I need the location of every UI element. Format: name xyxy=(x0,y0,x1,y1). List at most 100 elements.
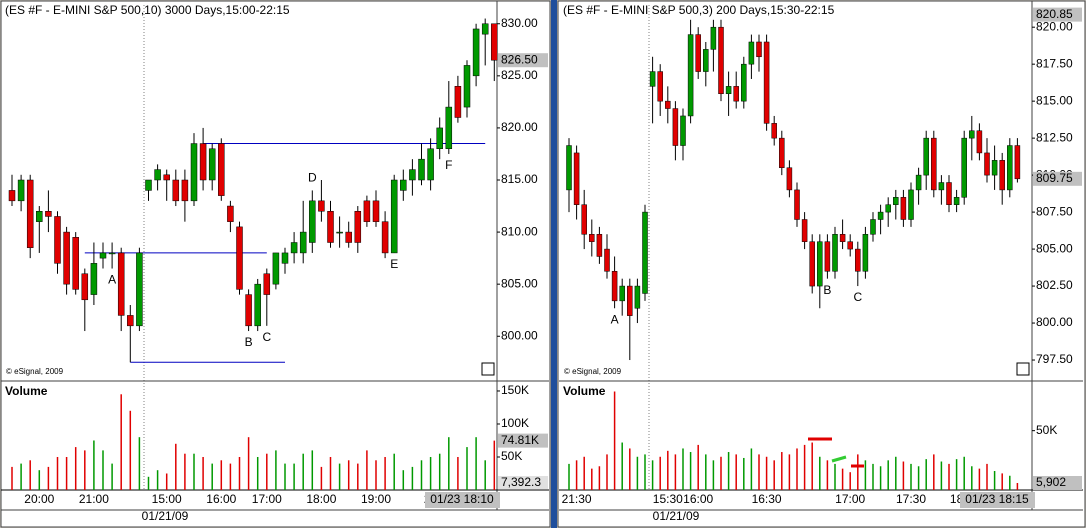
annotation: A xyxy=(611,312,619,326)
annotation: D xyxy=(308,171,317,185)
last-volume-box xyxy=(1033,475,1082,490)
chart-title: (ES #F - E-MINI S&P 500,10) 3000 Days,15… xyxy=(5,3,290,17)
volume-bar xyxy=(803,444,806,490)
candle-body xyxy=(885,204,891,213)
y-tick-label: 805.00 xyxy=(1036,241,1073,255)
volume-bar xyxy=(320,466,323,490)
candle-body xyxy=(390,179,398,254)
y-tick-label: 100K xyxy=(501,416,529,430)
volume-bar xyxy=(38,470,41,490)
candle-body xyxy=(227,205,234,222)
candle-body xyxy=(208,148,216,181)
volume-bar xyxy=(129,410,132,490)
volume-bar xyxy=(302,453,304,490)
candle-body xyxy=(870,219,876,235)
candle-body xyxy=(938,182,945,191)
expand-icon xyxy=(481,362,495,376)
cursor-label: 01/23 18:10 xyxy=(430,492,494,506)
volume-bar xyxy=(475,437,477,490)
candle-body xyxy=(418,158,425,181)
candle-body xyxy=(318,200,325,212)
volume-bar xyxy=(147,476,150,490)
annotation: E xyxy=(390,257,398,271)
y-tick-label: 150K xyxy=(501,383,529,397)
candle-body xyxy=(354,211,362,243)
candle-body xyxy=(566,145,572,191)
x-tick-label: 21:30 xyxy=(562,492,592,506)
expand-icon xyxy=(1016,362,1030,376)
candle-body xyxy=(931,137,937,191)
candle-body xyxy=(154,169,161,181)
y-tick-label: 830.00 xyxy=(501,16,538,30)
volume-bar xyxy=(636,456,639,490)
volume-bar xyxy=(29,460,31,490)
volume-bar xyxy=(659,456,661,490)
candle-body xyxy=(771,123,777,139)
candle-body xyxy=(915,174,922,191)
last-volume-box xyxy=(498,433,548,448)
y-tick-label: 815.00 xyxy=(1036,93,1073,107)
volume-bar xyxy=(591,468,593,490)
date-label: 01/21/09 xyxy=(653,509,700,523)
y-tick-label: 810.00 xyxy=(501,224,538,238)
volume-bar xyxy=(963,456,965,490)
candle-body xyxy=(824,241,831,272)
x-tick-label: 17:00 xyxy=(252,492,282,506)
candle-body xyxy=(26,179,34,248)
candle-body xyxy=(345,231,352,243)
volume-bar xyxy=(293,463,295,490)
candle-body xyxy=(127,315,134,327)
volume-bar xyxy=(338,463,341,490)
volume-bar xyxy=(1001,473,1003,490)
volume-bar xyxy=(438,453,441,490)
x-tick-label: 20:00 xyxy=(24,492,54,506)
volume-bar xyxy=(834,463,836,490)
volume-bar xyxy=(275,450,277,490)
volume-bar xyxy=(682,448,684,490)
candle-body xyxy=(409,169,416,181)
volume-bar xyxy=(329,456,332,490)
candle-body xyxy=(472,28,480,77)
candle-body xyxy=(984,152,990,176)
candle-body xyxy=(145,179,152,191)
candle-body xyxy=(63,231,70,285)
volume-bar xyxy=(978,468,981,490)
candle-body xyxy=(725,86,732,95)
candle-body xyxy=(710,26,717,50)
volume-bar xyxy=(420,460,423,490)
candle-body xyxy=(290,242,298,254)
volume-bar xyxy=(720,456,722,490)
y-tick-label: 812.50 xyxy=(1036,130,1073,144)
x-tick-label: 15:30 xyxy=(653,492,683,506)
candle-body xyxy=(703,49,709,72)
volume-bar xyxy=(727,452,730,490)
volume-bar xyxy=(910,463,912,490)
candle-body xyxy=(81,273,89,301)
volume-bar xyxy=(895,456,897,490)
candle-body xyxy=(299,231,307,254)
volume-bar xyxy=(93,440,95,490)
volume-bar xyxy=(568,463,570,490)
volume-title: Volume xyxy=(5,384,48,398)
volume-bar xyxy=(629,448,631,490)
volume-bar xyxy=(393,453,395,490)
candle-body xyxy=(604,248,610,272)
volume-bar xyxy=(156,470,159,490)
volume-bar xyxy=(621,442,623,490)
candle-body xyxy=(245,294,252,327)
volume-bar xyxy=(765,456,768,490)
volume-bar xyxy=(743,457,745,490)
volume-bar xyxy=(841,468,844,490)
x-tick-label: 15:00 xyxy=(152,492,182,506)
volume-bar xyxy=(826,460,829,490)
candle-body xyxy=(687,34,694,117)
y-tick-label: 800.00 xyxy=(501,328,538,342)
volume-bar xyxy=(598,466,601,490)
volume-bar xyxy=(933,454,935,490)
candle-body xyxy=(953,197,960,205)
volume-bar xyxy=(384,456,386,490)
volume-bar xyxy=(940,461,943,490)
volume-bar xyxy=(493,440,496,490)
candle-body xyxy=(680,115,686,146)
volume-bar xyxy=(667,450,669,490)
